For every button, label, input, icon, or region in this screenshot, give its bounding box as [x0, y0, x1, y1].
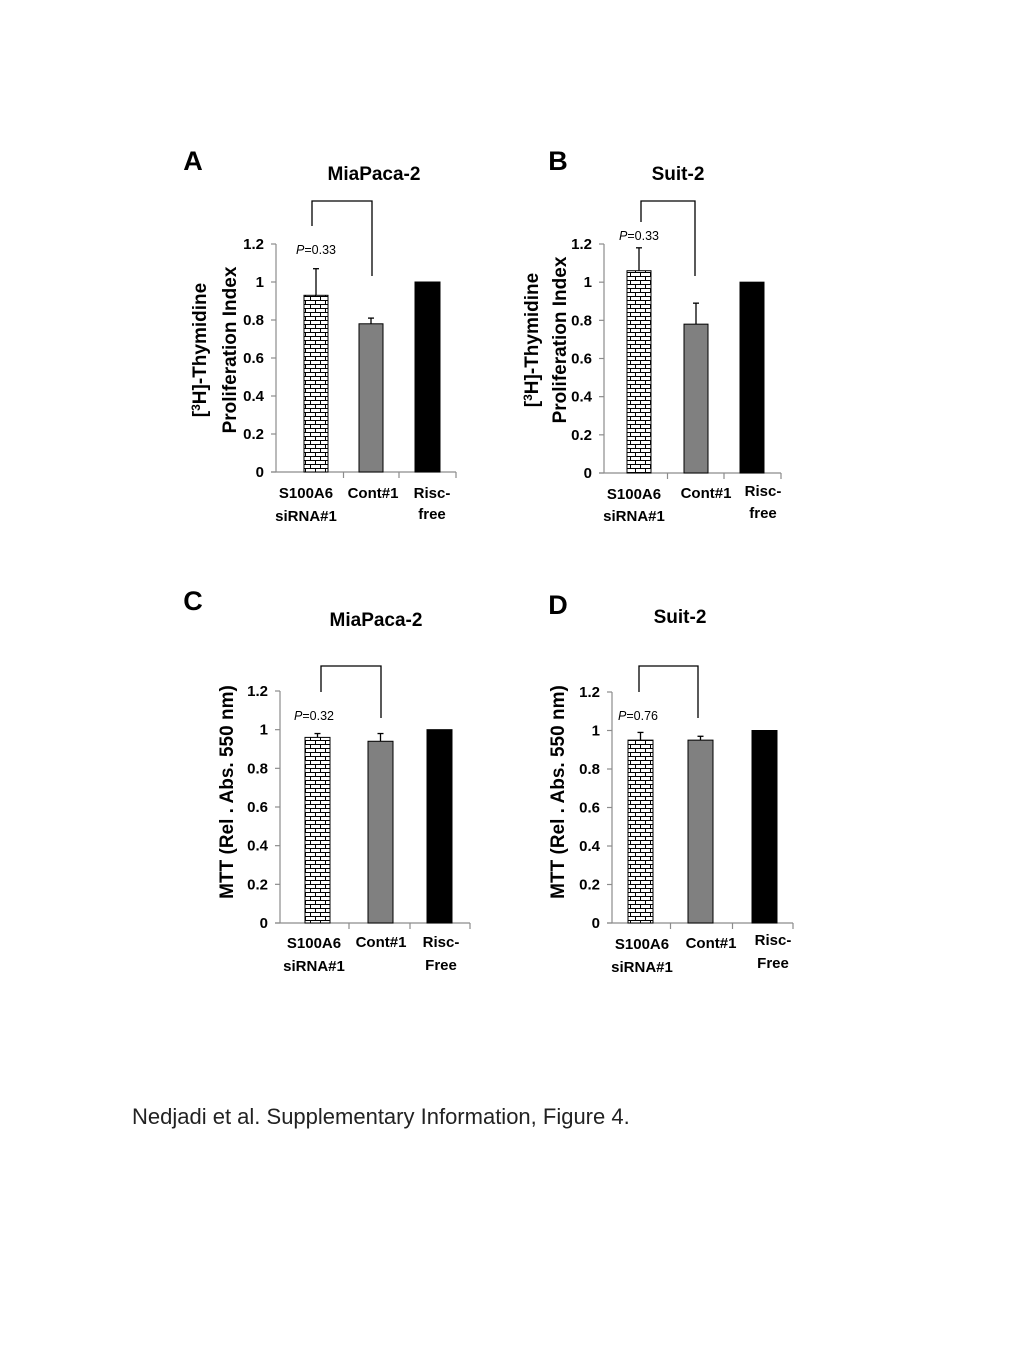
s100a6-bar	[304, 736, 331, 924]
risc-bar	[414, 281, 441, 473]
y-tick-label: 0.4	[243, 388, 265, 405]
y-tick-label: 0.8	[247, 760, 268, 777]
y-tick-label: 1	[260, 722, 268, 739]
category-label: siRNA#1	[275, 508, 337, 525]
y-axis-label: [3H]-Thymidine	[189, 283, 211, 417]
cont-bar	[683, 323, 709, 474]
y-tick-label: 1	[592, 723, 600, 740]
category-label: siRNA#1	[603, 508, 665, 525]
y-tick-label: 0	[256, 464, 264, 481]
s100a6-bar	[627, 739, 654, 924]
p-value: P=0.32	[294, 709, 334, 723]
y-tick-label: 0	[584, 465, 592, 482]
y-tick-label: 1.2	[247, 683, 268, 700]
category-label: Risc-	[414, 485, 451, 502]
category-label: Free	[425, 957, 457, 974]
category-label: Risc-	[755, 932, 792, 949]
category-label: S100A6	[287, 935, 341, 952]
y-tick-label: 0.4	[247, 838, 269, 855]
y-axis-label: Proliferation Index	[220, 266, 241, 433]
category-label: siRNA#1	[283, 958, 345, 975]
significance-bracket	[311, 200, 373, 276]
p-value: P=0.76	[618, 709, 658, 723]
chart-panel-b: B Suit-2 [3H]-Thymidine Proliferation Index…	[521, 146, 782, 525]
y-tick-label: 0.2	[571, 427, 592, 444]
y-tick-label: 1	[256, 274, 264, 291]
category-label: Cont#1	[348, 485, 399, 502]
panel-letter: C	[183, 586, 203, 616]
s100a6-bar	[303, 294, 329, 473]
y-tick-label: 0.6	[579, 800, 600, 817]
category-label: free	[749, 505, 777, 522]
y-tick-label: 1.2	[571, 236, 592, 253]
category-label: S100A6	[615, 936, 669, 953]
category-label: Risc-	[745, 483, 782, 500]
cont-bar	[687, 739, 714, 924]
category-label: S100A6	[279, 485, 333, 502]
y-axis-label: MTT (Rel . Abs. 550 nm)	[217, 685, 238, 899]
y-tick-label: 0.8	[243, 312, 264, 329]
y-tick-label: 0	[592, 915, 600, 932]
chart-panel-a: A MiaPaca-2 [3H]-Thymidine Proliferation In…	[183, 146, 457, 525]
y-tick-label: 1.2	[243, 236, 264, 253]
s100a6-bar	[626, 270, 652, 474]
cont-bar	[358, 323, 384, 473]
figure-caption: Nedjadi et al. Supplementary Information…	[132, 1104, 630, 1129]
category-label: siRNA#1	[611, 959, 673, 976]
significance-bracket	[638, 665, 699, 718]
y-tick-label: 0.2	[579, 877, 600, 894]
chart-title: MiaPaca-2	[330, 610, 423, 631]
significance-bracket	[640, 200, 696, 276]
risc-bar	[751, 730, 778, 924]
y-axis-label: MTT (Rel . Abs. 550 nm)	[548, 685, 569, 899]
y-tick-label: 0	[260, 915, 268, 932]
risc-bar	[426, 729, 453, 924]
chart-title: Suit-2	[652, 164, 705, 185]
y-tick-label: 0.2	[247, 876, 268, 893]
y-tick-label: 1	[584, 274, 592, 291]
panel-letter: D	[548, 590, 568, 620]
panel-letter: A	[183, 146, 203, 176]
category-label: S100A6	[607, 486, 661, 503]
y-axis-label: Proliferation Index	[550, 256, 571, 423]
panel-letter: B	[548, 146, 568, 176]
risc-bar	[739, 281, 765, 474]
chart-title: Suit-2	[654, 607, 707, 628]
category-label: Risc-	[423, 934, 460, 951]
y-tick-label: 0.8	[579, 761, 600, 778]
y-tick-label: 0.4	[579, 838, 601, 855]
y-axis-label: [3H]-Thymidine	[521, 273, 543, 407]
category-label: Cont#1	[686, 935, 737, 952]
p-value: P=0.33	[619, 229, 659, 243]
chart-panel-c: C MiaPaca-2 MTT (Rel . Abs. 550 nm) 0 0.2 0.4…	[183, 586, 471, 975]
chart-title: MiaPaca-2	[328, 164, 421, 185]
p-value: P=0.33	[296, 243, 336, 257]
category-label: Cont#1	[356, 934, 407, 951]
y-tick-label: 1.2	[579, 684, 600, 701]
category-label: free	[418, 506, 446, 523]
chart-panel-d: D Suit-2 MTT (Rel . Abs. 550 nm) 0 0.2 0.4 0.6…	[548, 590, 794, 976]
y-tick-label: 0.6	[243, 350, 264, 367]
y-tick-label: 0.6	[571, 351, 592, 368]
y-tick-label: 0.8	[571, 312, 592, 329]
y-tick-label: 0.4	[571, 389, 593, 406]
significance-bracket	[320, 665, 382, 718]
category-label: Cont#1	[681, 485, 732, 502]
category-label: Free	[757, 955, 789, 972]
y-tick-label: 0.6	[247, 799, 268, 816]
cont-bar	[367, 740, 394, 924]
y-tick-label: 0.2	[243, 426, 264, 443]
